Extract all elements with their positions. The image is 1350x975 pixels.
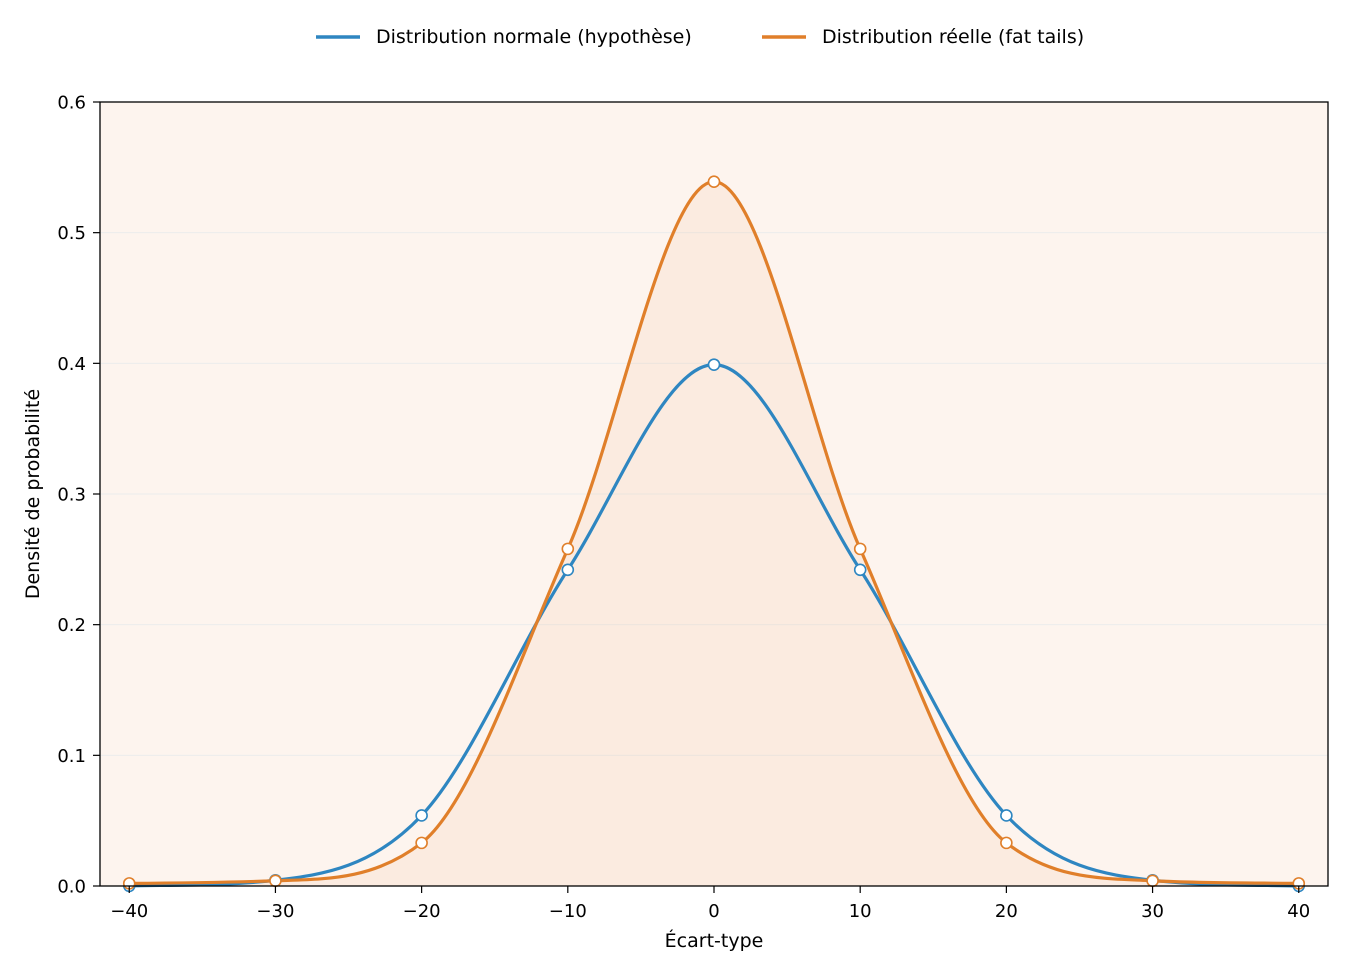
series-1-point-4 (707, 175, 721, 189)
x-axis: −40 −30 −20 −10 0 10 20 30 40 (110, 886, 1310, 922)
y-axis-title: Densité de probabilité (22, 389, 44, 599)
legend-label-0: Distribution normale (hypothèse) (376, 26, 692, 48)
series-1-point-3 (561, 542, 575, 556)
series-1-point-5 (853, 542, 867, 556)
series-1-point-1 (269, 874, 282, 888)
x-tick-label-1: −30 (256, 901, 294, 922)
x-tick-label-6: 20 (995, 901, 1018, 922)
series-0-point-5 (853, 563, 867, 577)
x-tick-label-3: −10 (549, 901, 587, 922)
y-tick-label-0: 0.0 (57, 877, 86, 898)
legend: Distribution normale (hypothèse) Distribu… (316, 26, 1084, 48)
x-tick-label-2: −20 (403, 901, 441, 922)
fill-layer (129, 181, 1299, 886)
y-tick-label-5: 0.5 (57, 223, 86, 244)
legend-label-1: Distribution réelle (fat tails) (822, 26, 1084, 48)
series-1-point-2 (415, 836, 428, 850)
y-tick-label-6: 0.6 (57, 93, 86, 114)
x-axis-title: Écart-type (665, 929, 764, 952)
series-0-point-6 (1000, 809, 1013, 822)
series-0-point-2 (415, 809, 428, 822)
y-tick-label-2: 0.2 (57, 615, 86, 636)
series-0-point-4 (707, 358, 721, 371)
y-tick-label-3: 0.3 (57, 485, 86, 506)
y-axis: 0.0 0.1 0.2 0.3 0.4 0.5 0.6 (57, 93, 100, 898)
series-fill-1 (129, 181, 1299, 886)
x-tick-label-4: 0 (708, 901, 719, 922)
y-tick-label-4: 0.4 (57, 354, 86, 375)
series-0-point-3 (561, 563, 575, 577)
series-1-point-7 (1146, 874, 1159, 888)
x-tick-label-5: 10 (849, 901, 872, 922)
x-tick-label-8: 40 (1287, 901, 1310, 922)
x-tick-label-0: −40 (110, 901, 148, 922)
series-1-point-6 (1000, 836, 1013, 850)
y-tick-label-1: 0.1 (57, 746, 86, 767)
x-tick-label-7: 30 (1141, 901, 1164, 922)
